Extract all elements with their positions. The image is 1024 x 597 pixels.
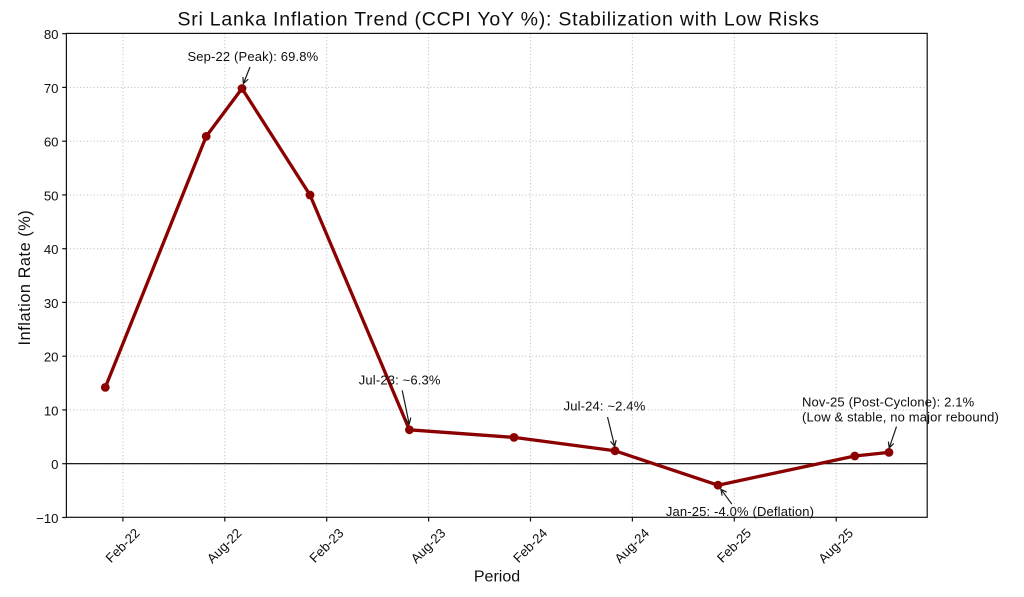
svg-text:80: 80 <box>44 27 59 42</box>
svg-text:Nov-25 (Post-Cyclone): 2.1%: Nov-25 (Post-Cyclone): 2.1% <box>802 395 975 410</box>
svg-text:Sri Lanka Inflation Trend (CCP: Sri Lanka Inflation Trend (CCPI YoY %): … <box>177 8 819 30</box>
svg-text:Period: Period <box>474 569 520 586</box>
svg-text:20: 20 <box>44 350 59 365</box>
svg-text:−10: −10 <box>36 511 58 526</box>
svg-text:70: 70 <box>44 81 59 96</box>
svg-text:Jul-23: ~6.3%: Jul-23: ~6.3% <box>359 372 441 387</box>
svg-text:60: 60 <box>44 135 59 150</box>
svg-text:30: 30 <box>44 296 59 311</box>
svg-text:Inflation Rate (%): Inflation Rate (%) <box>16 210 34 346</box>
svg-text:Jan-25: -4.0% (Deflation): Jan-25: -4.0% (Deflation) <box>666 504 814 519</box>
svg-text:(Low & stable, no major reboun: (Low & stable, no major rebound) <box>802 410 999 425</box>
svg-text:50: 50 <box>44 188 59 203</box>
svg-text:40: 40 <box>44 242 59 257</box>
svg-text:Sep-22 (Peak): 69.8%: Sep-22 (Peak): 69.8% <box>187 49 318 64</box>
svg-text:Jul-24: ~2.4%: Jul-24: ~2.4% <box>564 399 646 414</box>
svg-text:0: 0 <box>51 457 58 472</box>
svg-text:10: 10 <box>44 403 59 418</box>
